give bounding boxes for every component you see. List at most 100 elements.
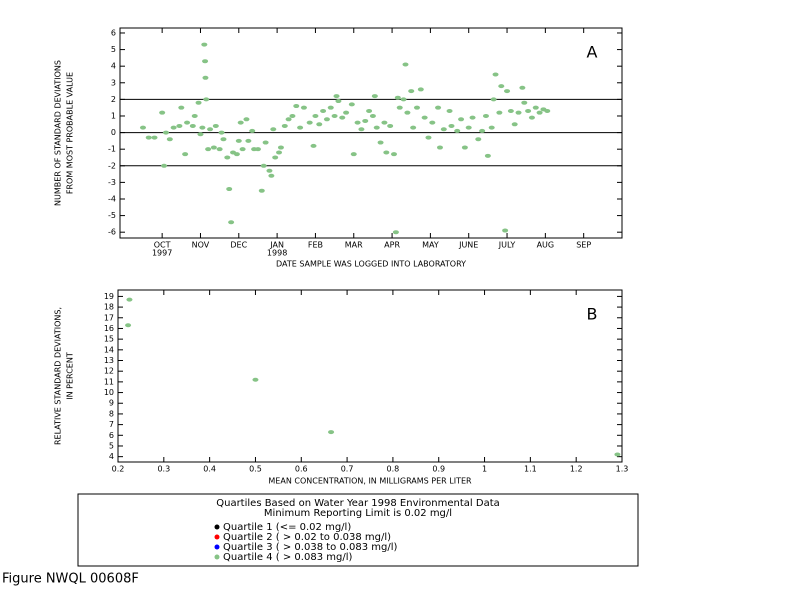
y-tick-label: -3: [108, 178, 116, 187]
x-tick-label: NOV: [192, 241, 210, 250]
point: [262, 140, 269, 145]
point: [396, 105, 403, 110]
point: [276, 150, 283, 155]
y-axis-label: RELATIVE STANDARD DEVIATIONS,: [54, 307, 63, 445]
y-tick-label: 15: [104, 335, 114, 344]
x-tick-label: OCT: [154, 241, 171, 250]
point: [496, 110, 503, 115]
point: [532, 105, 539, 110]
point: [461, 145, 468, 150]
point: [151, 135, 158, 140]
point: [289, 113, 296, 118]
y-tick-label: 18: [104, 303, 114, 312]
point: [162, 130, 169, 135]
point: [429, 120, 436, 125]
point: [226, 187, 233, 192]
point: [458, 117, 465, 122]
point: [218, 130, 225, 135]
y-axis-label: IN PERCENT: [66, 352, 75, 400]
year-label: 1998: [267, 249, 287, 258]
y-tick-label: 3: [111, 78, 116, 87]
point: [371, 94, 378, 99]
y-tick-label: 8: [109, 409, 114, 418]
point: [220, 137, 227, 142]
point: [536, 110, 543, 115]
point: [331, 113, 338, 118]
point: [270, 127, 277, 132]
x-tick-label: MAR: [345, 241, 363, 250]
point: [381, 120, 388, 125]
y-tick-label: 1: [111, 111, 116, 120]
y-tick-label: 7: [109, 420, 114, 429]
x-tick-label: JAN: [269, 241, 284, 250]
panel-label: A: [587, 43, 598, 62]
point: [316, 122, 323, 127]
y-tick-label: 19: [104, 292, 114, 301]
point: [387, 123, 394, 128]
y-tick-label: 5: [109, 441, 114, 450]
legend-marker: [214, 544, 220, 550]
legend-title: Quartiles Based on Water Year 1998 Envir…: [216, 498, 500, 509]
point: [252, 377, 259, 382]
x-tick-label: 0.7: [341, 465, 354, 474]
legend-label: Quartile 4 ( > 0.083 mg/l): [223, 552, 352, 563]
x-tick-label: 0.8: [387, 465, 400, 474]
point: [366, 109, 373, 114]
legend-label: Quartile 1 (<= 0.02 mg/l): [223, 522, 351, 533]
y-tick-label: 6: [111, 28, 116, 37]
point: [465, 125, 472, 130]
point: [249, 128, 256, 133]
point: [197, 132, 204, 137]
x-tick-label: DEC: [230, 241, 247, 250]
point: [203, 97, 210, 102]
point: [145, 135, 152, 140]
point: [335, 99, 342, 104]
point: [507, 109, 514, 114]
point: [362, 118, 369, 123]
x-tick-label: APR: [384, 241, 400, 250]
point: [243, 117, 250, 122]
legend-label: Quartile 3 ( > 0.038 to 0.083 mg/l): [223, 542, 398, 553]
point: [281, 123, 288, 128]
point: [212, 123, 219, 128]
point: [191, 113, 198, 118]
point: [201, 42, 208, 47]
x-axis-label: DATE SAMPLE WAS LOGGED INTO LABORATORY: [276, 260, 466, 269]
y-tick-label: 11: [104, 377, 114, 386]
point: [383, 150, 390, 155]
point: [224, 155, 231, 160]
y-tick-label: 0: [111, 128, 116, 137]
point: [159, 110, 166, 115]
point: [202, 75, 209, 80]
y-tick-label: 10: [104, 388, 114, 397]
legend-subtitle: Minimum Reporting Limit is 0.02 mg/l: [264, 508, 452, 519]
point: [511, 122, 518, 127]
point: [515, 110, 522, 115]
y-tick-label: 16: [104, 324, 114, 333]
point: [178, 105, 185, 110]
y-axis-label: NUMBER OF STANDARD DEVIATIONS: [54, 60, 63, 206]
point: [421, 115, 428, 120]
point: [310, 143, 317, 148]
point: [390, 152, 397, 157]
point: [373, 125, 380, 130]
point: [498, 84, 505, 89]
x-tick-label: FEB: [308, 241, 323, 250]
x-tick-label: SEP: [576, 241, 591, 250]
point: [268, 173, 275, 178]
point: [469, 115, 476, 120]
legend-label: Quartile 2 ( > 0.02 to 0.038 mg/l): [223, 532, 391, 543]
x-tick-label: 0.5: [249, 465, 262, 474]
point: [277, 145, 284, 150]
x-tick-label: 1.2: [570, 465, 583, 474]
point: [614, 452, 621, 457]
point: [254, 147, 261, 152]
point: [519, 85, 526, 90]
point: [394, 95, 401, 100]
point: [202, 59, 209, 64]
point: [272, 155, 279, 160]
point: [306, 120, 313, 125]
x-tick-label: 0.6: [295, 465, 308, 474]
point: [161, 163, 168, 168]
